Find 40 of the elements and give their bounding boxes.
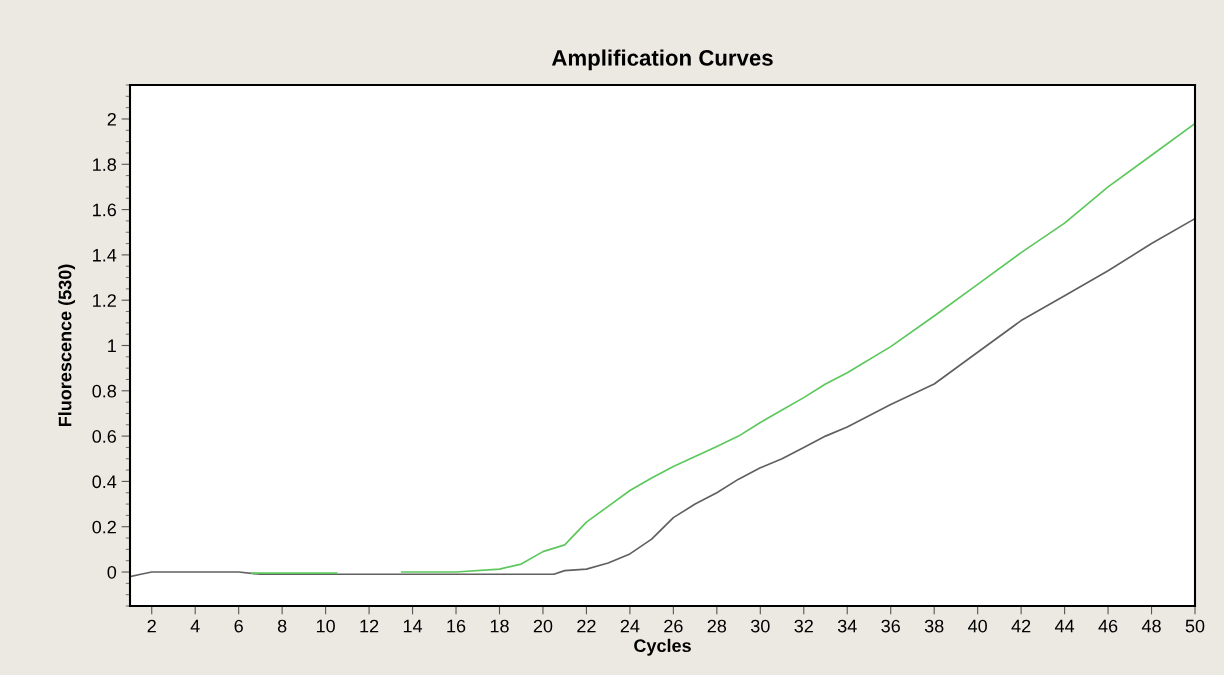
x-tick-label: 2: [147, 619, 156, 633]
x-tick-label: 48: [1141, 619, 1161, 633]
x-tick-label: 4: [190, 619, 200, 633]
x-tick-label: 18: [490, 619, 509, 633]
x-tick-label: 40: [968, 619, 987, 633]
y-tick-label: 0.6: [92, 430, 117, 443]
x-axis-title: Cycles: [634, 638, 691, 656]
y-tick-label: 1.4: [93, 249, 117, 262]
y-tick-label: 0: [107, 565, 117, 579]
x-tick-label: 34: [837, 619, 857, 633]
x-tick-label: 24: [620, 619, 640, 633]
x-tick-label: 6: [234, 619, 243, 633]
x-tick-label: 32: [794, 619, 813, 633]
y-tick-label: 1.2: [93, 294, 116, 307]
x-tick-label: 50: [1185, 619, 1205, 633]
x-tick-label: 8: [277, 619, 287, 633]
x-tick-label: 26: [664, 619, 683, 633]
x-tick-label: 20: [533, 619, 553, 633]
x-tick-label: 10: [316, 619, 335, 633]
y-tick-label: 0.2: [92, 520, 116, 534]
y-tick-label: 1.8: [93, 158, 117, 171]
y-tick-label: 0.4: [92, 475, 117, 489]
x-tick-label: 36: [881, 619, 900, 633]
y-tick-label: 0.8: [92, 384, 117, 398]
x-tick-label: 16: [447, 619, 466, 633]
y-axis-title: Fluorescence (530): [58, 264, 76, 427]
y-tick-label: 1: [108, 339, 116, 353]
x-tick-label: 22: [577, 619, 596, 633]
x-tick-label: 46: [1098, 619, 1118, 633]
x-tick-label: 28: [707, 619, 727, 633]
x-tick-label: 38: [924, 619, 944, 633]
y-tick-label: 2: [107, 112, 116, 126]
x-tick-label: 44: [1054, 619, 1075, 633]
y-tick-label: 1.6: [93, 203, 117, 217]
chart-title: Amplification Curves: [551, 49, 773, 71]
line-series: [130, 217, 1195, 578]
x-tick-label: 42: [1011, 619, 1031, 633]
x-tick-label: 30: [750, 619, 770, 633]
x-tick-label: 14: [403, 619, 423, 633]
x-tick-label: 12: [360, 619, 379, 633]
